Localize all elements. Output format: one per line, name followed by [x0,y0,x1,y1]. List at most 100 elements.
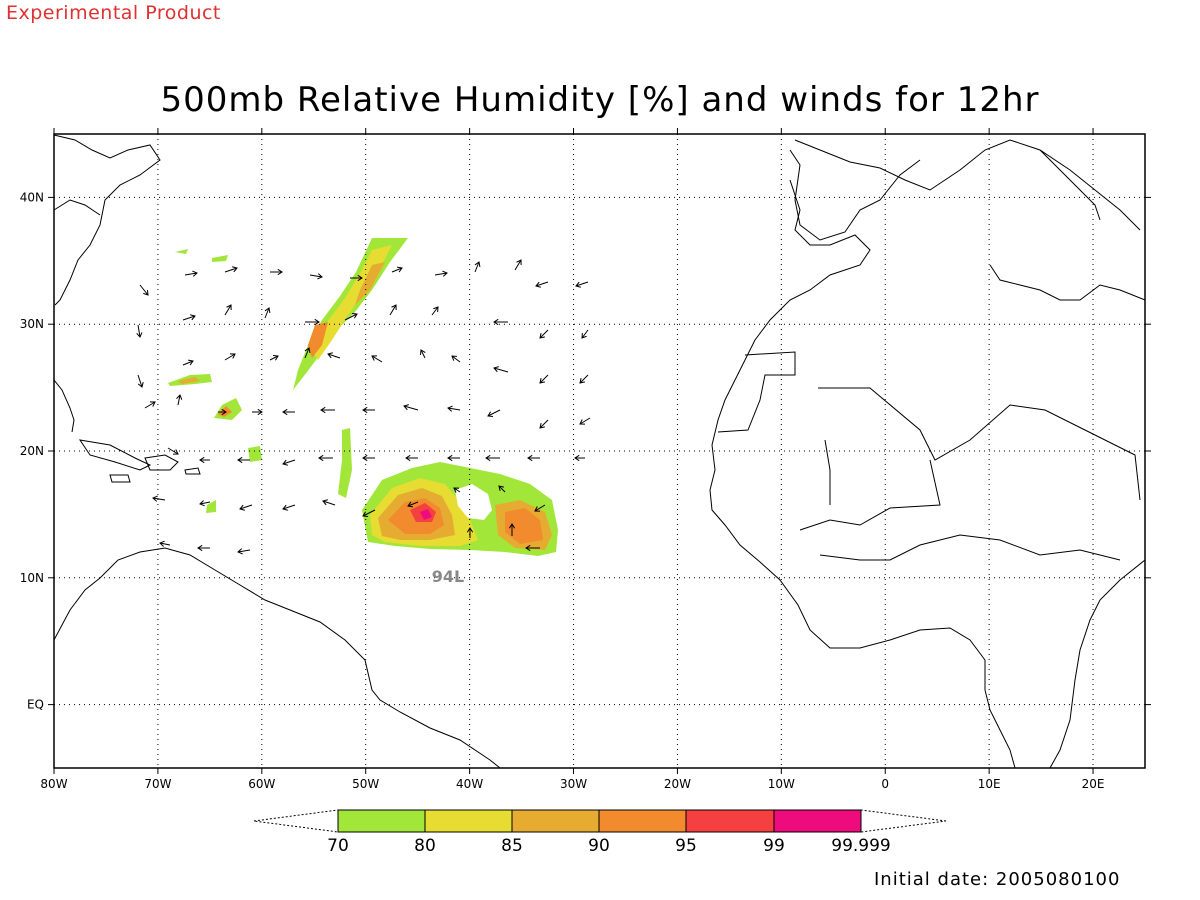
colorbar-label: 99 [763,836,785,856]
wind-arrow-head [143,289,149,296]
wind-arrow-head [539,423,545,429]
wind-arrow-head [172,449,179,455]
wind-arrow-head [451,355,458,361]
wind-arrow [487,409,501,417]
wind-arrow-head [485,454,491,462]
wind-arrow-head [199,500,205,507]
wind-arrow-head [574,454,580,462]
wind-arrow-head [534,506,541,512]
wind-arrow-head [362,454,368,462]
wind-arrow-head [159,540,165,547]
wind-arrow-head [581,332,587,339]
wind-arrow [182,360,194,366]
wind-arrow [362,509,376,517]
wind-arrow-head [447,454,453,462]
colorbar-swatch [511,809,600,833]
wind-arrow [309,274,323,278]
wind-arrow-head [149,401,156,407]
wind-arrow-head [257,408,263,416]
wind-arrow-head [396,266,403,273]
wind-arrow [420,349,426,359]
wind-arrow-head [187,359,194,366]
wind-arrow [539,329,549,339]
lon-label: 30W [560,777,587,791]
wind-arrow [269,355,279,361]
wind-arrow-head [466,527,474,533]
wind-arrow [575,281,589,287]
wind-arrow [182,315,196,321]
wind-arrow-head [176,394,183,400]
lon-label: 10E [978,777,1001,791]
wind-arrow [498,485,506,493]
wind-arrow [152,497,166,501]
lon-label: 50W [352,777,379,791]
wind-arrow-head [371,355,378,361]
wind-arrow-head [391,304,397,311]
lat-label: 10N [20,571,44,585]
wind-arrow-head [516,259,522,266]
wind-arrow-head [322,499,328,506]
colorbar-label: 70 [327,836,349,856]
wind-arrow [177,394,181,406]
wind-arrow-head [525,544,531,552]
wind-arrow-head [493,366,499,373]
wind-arrow-head [264,307,271,314]
lat-label: 20N [20,444,44,458]
wind-arrow-head [433,306,439,313]
humidity-shading [168,238,558,556]
wind-arrow-head [327,352,333,359]
wind-arrow [322,500,336,506]
wind-arrow-head [442,270,448,277]
wind-arrow [159,542,171,546]
wind-arrow [451,355,461,363]
wind-arrow-head [535,281,541,288]
wind-arrow [493,367,509,373]
wind-arrow-head [304,347,311,354]
colorbar-label: 95 [675,836,697,856]
wind-arrow [344,313,358,321]
wind-arrow [184,272,198,276]
colorbar-swatch [685,809,775,833]
wind-arrow-head [362,511,369,518]
wind-arrow-head [197,544,203,552]
longitude-labels: 80W 70W 60W 50W 40W 30W 20W 10W 0 10E 20E [40,777,1104,791]
wind-arrow-head [137,382,144,388]
wind-arrow-head [239,504,245,511]
colorbar-swatch [773,809,862,833]
wind-arrow [535,281,549,287]
wind-arrow [431,306,439,316]
wind-arrow-head [405,454,411,462]
wind-arrow-head [282,408,288,416]
wind-arrow-head [575,281,581,288]
wind-arrow-head [282,459,288,466]
wind-arrow [224,304,232,316]
wind-arrow [282,504,296,510]
wind-arrow-head [282,504,288,511]
wind-arrow [237,549,251,553]
colorbar-label: 85 [501,836,523,856]
wind-arrow [581,329,589,339]
storm-label-94l: 94L [432,567,464,586]
wind-arrow [371,355,383,363]
wind-arrow-head [318,454,324,462]
wind-arrow-head [453,487,460,493]
wind-arrow [139,284,149,296]
lat-label: EQ [27,698,44,712]
colorbar-swatch [337,809,426,833]
lon-label: 60W [248,777,275,791]
wind-arrow-head [362,406,368,414]
wind-arrow [579,417,591,425]
wind-arrow [304,347,310,359]
wind-arrow-head [527,454,533,462]
wind-arrow-head [487,411,494,418]
wind-arrow-head [579,378,585,384]
wind-arrow-head [136,332,143,338]
wind-arrow [282,459,296,465]
wind-arrow-head [199,456,205,464]
map-title: 500mb Relative Humidity [%] and winds fo… [160,80,1040,120]
wind-arrow-head [190,314,196,321]
wind-arrow [539,419,549,429]
wind-arrow-head [320,406,326,414]
wind-arrow-head [419,349,426,356]
